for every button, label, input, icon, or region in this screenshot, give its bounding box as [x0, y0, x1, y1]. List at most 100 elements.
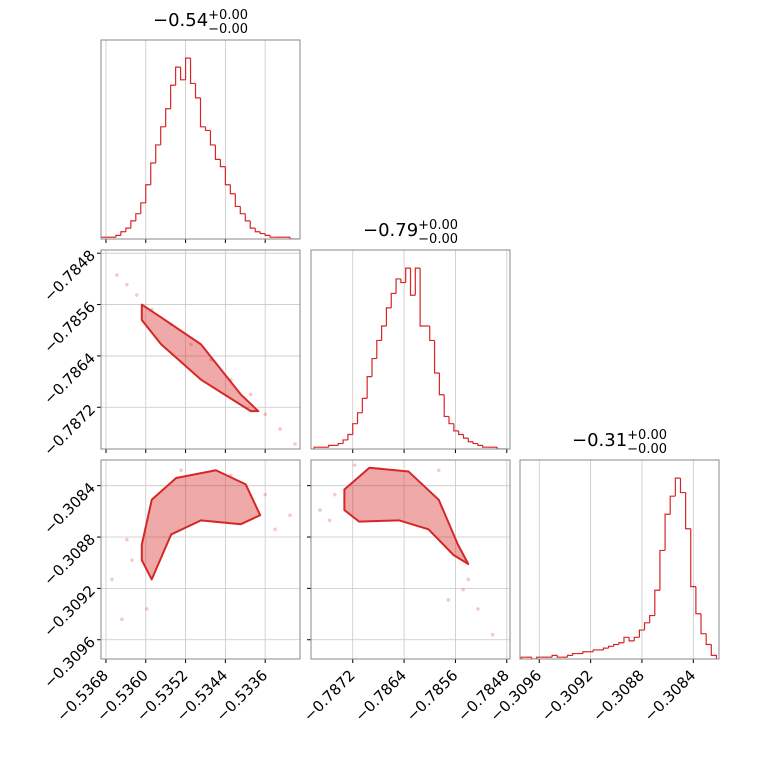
histogram-step	[705, 633, 712, 646]
histogram-step	[209, 130, 216, 146]
histogram-step	[467, 438, 474, 443]
sample-point	[125, 282, 129, 287]
histogram-step	[204, 126, 211, 132]
sample-point	[263, 412, 267, 417]
sample-point	[446, 598, 451, 602]
histogram-step	[695, 586, 702, 615]
histogram-step	[337, 442, 344, 446]
histogram-step	[700, 613, 707, 635]
title-lower: −0.00	[208, 22, 248, 37]
y-tick-label: −0.3084	[40, 479, 99, 538]
panel-frame	[310, 459, 511, 660]
title-upper: +0.00	[627, 428, 667, 443]
histogram-step	[572, 652, 578, 656]
histogram-step	[366, 376, 372, 399]
histogram-step	[254, 228, 261, 233]
density-contour	[140, 303, 260, 413]
density-contour	[343, 466, 470, 565]
sample-point	[189, 342, 193, 347]
histogram-step	[120, 231, 126, 236]
histogram-step	[664, 513, 671, 551]
histogram-step	[160, 126, 166, 145]
plot-area	[101, 460, 300, 659]
sample-point	[144, 607, 149, 611]
histogram-step	[649, 614, 655, 623]
sample-point	[476, 607, 480, 611]
plot-area	[101, 40, 300, 239]
histogram-step	[342, 439, 348, 444]
sample-point	[352, 463, 357, 467]
histogram-step	[472, 441, 478, 445]
histogram-step	[685, 492, 691, 530]
histogram-step	[536, 656, 542, 659]
y-tick-label: −0.7848	[40, 246, 99, 305]
histogram-step	[438, 373, 445, 396]
plot-area	[520, 460, 718, 659]
histogram-step	[566, 654, 573, 658]
histogram-step	[199, 97, 206, 128]
histogram-step	[690, 528, 696, 588]
histogram-step	[623, 636, 630, 643]
histogram-step	[140, 202, 146, 214]
histogram-step	[462, 434, 469, 439]
histogram-step	[429, 325, 435, 342]
histogram-step	[477, 443, 483, 446]
sample-point	[273, 527, 277, 532]
sample-point	[461, 587, 465, 592]
histogram-step	[224, 166, 231, 186]
histogram-step	[679, 478, 686, 494]
panel: −0.54+0.00 −0.00	[100, 8, 301, 243]
histogram-step	[613, 643, 619, 647]
histogram-step	[618, 642, 624, 645]
sample-point	[293, 442, 297, 446]
sample-point	[248, 392, 253, 397]
histogram-step	[269, 235, 276, 238]
histogram-step	[115, 234, 121, 238]
histogram-step	[669, 495, 676, 515]
sample-point	[278, 427, 282, 431]
histogram-step	[628, 637, 635, 642]
histogram-step	[289, 237, 296, 239]
panel-title: −0.31+0.00 −0.00	[572, 428, 667, 457]
sample-point	[263, 492, 267, 497]
histogram-step	[654, 589, 660, 616]
sample-point	[327, 518, 332, 523]
sample-point	[135, 293, 139, 297]
histogram-step	[592, 649, 599, 652]
histogram-step	[710, 644, 718, 659]
title-value: −0.31	[572, 430, 627, 451]
panel: −0.7872−0.7864−0.7856−0.7848	[300, 459, 513, 725]
histogram-step	[556, 655, 563, 658]
sample-point	[490, 632, 495, 637]
histogram-step	[496, 447, 502, 449]
panel-frame	[100, 249, 301, 450]
panel-title: −0.79+0.00 −0.00	[363, 218, 458, 247]
y-tick-label: −0.7864	[40, 349, 99, 408]
histogram-step	[433, 340, 440, 374]
y-tick-label: −0.3088	[40, 530, 99, 589]
histogram-step	[453, 423, 459, 432]
histogram-step	[376, 339, 382, 359]
histogram-step	[328, 444, 334, 448]
histogram-step	[395, 278, 401, 294]
plot-area	[101, 250, 300, 449]
histogram-step	[659, 549, 666, 591]
x-tick-label: −0.3084	[641, 666, 700, 725]
histogram-step	[259, 231, 266, 235]
x-tick-label: −0.3088	[589, 666, 648, 725]
panel: −0.3096−0.3092−0.3088−0.3084−0.31+0.00 −0…	[487, 428, 720, 725]
sample-point	[436, 468, 441, 473]
histogram-step	[175, 66, 181, 86]
histogram-step	[674, 477, 681, 497]
plot-area	[311, 460, 510, 659]
title-lower: −0.00	[627, 442, 667, 457]
title-upper: +0.00	[208, 8, 248, 23]
histogram-step	[352, 423, 358, 435]
y-tick-label: −0.7872	[40, 401, 99, 460]
histogram-step	[458, 430, 464, 436]
histogram-step	[249, 220, 256, 229]
title-upper: +0.00	[418, 218, 458, 233]
sample-point	[130, 558, 134, 562]
sample-point	[318, 508, 322, 512]
histogram-step	[347, 433, 353, 440]
